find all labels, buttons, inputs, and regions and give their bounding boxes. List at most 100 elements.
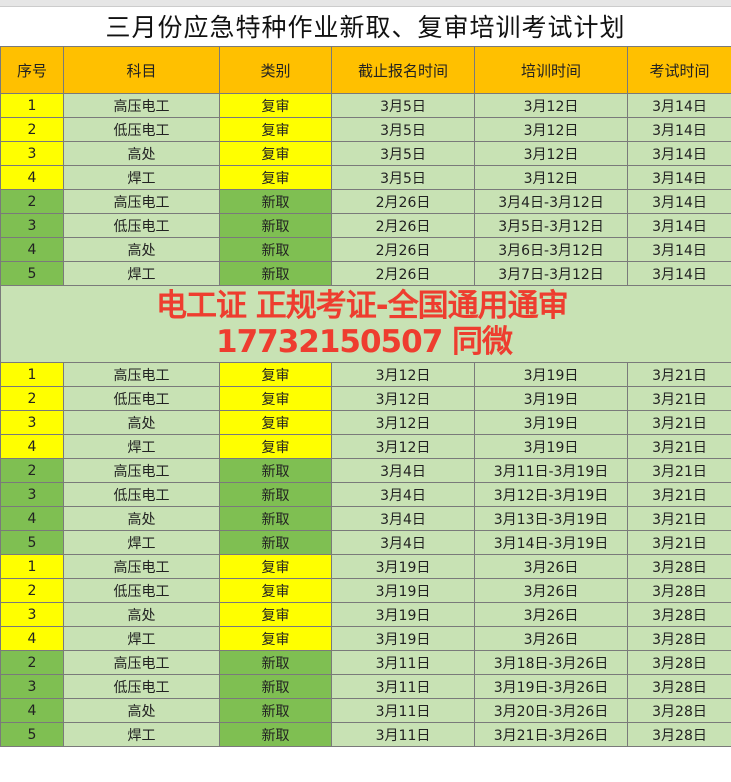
cell-seq[interactable]: 2 [0, 650, 64, 675]
cell-deadline[interactable]: 2月26日 [331, 189, 475, 214]
cell-exam[interactable]: 3月21日 [627, 434, 731, 459]
cell-exam[interactable]: 3月21日 [627, 386, 731, 411]
cell-training[interactable]: 3月18日-3月26日 [474, 650, 628, 675]
cell-category[interactable]: 复审 [219, 362, 332, 387]
cell-training[interactable]: 3月11日-3月19日 [474, 458, 628, 483]
cell-seq[interactable]: 4 [0, 506, 64, 531]
cell-category[interactable]: 复审 [219, 554, 332, 579]
cell-category[interactable]: 复审 [219, 141, 332, 166]
cell-training[interactable]: 3月19日-3月26日 [474, 674, 628, 699]
cell-subject[interactable]: 低压电工 [63, 674, 220, 699]
cell-category[interactable]: 新取 [219, 261, 332, 286]
header-exam[interactable]: 考试时间 [627, 46, 731, 94]
cell-category[interactable]: 新取 [219, 213, 332, 238]
cell-category[interactable]: 复审 [219, 117, 332, 142]
cell-subject[interactable]: 焊工 [63, 261, 220, 286]
cell-training[interactable]: 3月12日 [474, 165, 628, 190]
cell-category[interactable]: 新取 [219, 458, 332, 483]
cell-category[interactable]: 新取 [219, 650, 332, 675]
cell-seq[interactable]: 4 [0, 626, 64, 651]
cell-seq[interactable]: 4 [0, 698, 64, 723]
cell-training[interactable]: 3月26日 [474, 626, 628, 651]
cell-exam[interactable]: 3月14日 [627, 237, 731, 262]
cell-subject[interactable]: 低压电工 [63, 213, 220, 238]
cell-subject[interactable]: 高处 [63, 410, 220, 435]
cell-category[interactable]: 复审 [219, 93, 332, 118]
cell-category[interactable]: 新取 [219, 722, 332, 747]
cell-seq[interactable]: 2 [0, 189, 64, 214]
cell-seq[interactable]: 4 [0, 237, 64, 262]
cell-category[interactable]: 复审 [219, 165, 332, 190]
cell-category[interactable]: 复审 [219, 578, 332, 603]
cell-training[interactable]: 3月26日 [474, 578, 628, 603]
cell-category[interactable]: 复审 [219, 434, 332, 459]
cell-category[interactable]: 新取 [219, 189, 332, 214]
cell-deadline[interactable]: 3月19日 [331, 578, 475, 603]
cell-exam[interactable]: 3月28日 [627, 650, 731, 675]
cell-training[interactable]: 3月20日-3月26日 [474, 698, 628, 723]
cell-training[interactable]: 3月19日 [474, 434, 628, 459]
cell-subject[interactable]: 高处 [63, 237, 220, 262]
cell-exam[interactable]: 3月21日 [627, 506, 731, 531]
cell-subject[interactable]: 焊工 [63, 530, 220, 555]
cell-seq[interactable]: 3 [0, 410, 64, 435]
cell-deadline[interactable]: 3月11日 [331, 674, 475, 699]
cell-subject[interactable]: 高压电工 [63, 93, 220, 118]
cell-exam[interactable]: 3月21日 [627, 362, 731, 387]
cell-exam[interactable]: 3月28日 [627, 722, 731, 747]
cell-exam[interactable]: 3月28日 [627, 674, 731, 699]
cell-training[interactable]: 3月21日-3月26日 [474, 722, 628, 747]
cell-category[interactable]: 复审 [219, 602, 332, 627]
cell-category[interactable]: 新取 [219, 482, 332, 507]
cell-category[interactable]: 新取 [219, 698, 332, 723]
header-training[interactable]: 培训时间 [474, 46, 628, 94]
cell-training[interactable]: 3月12日 [474, 93, 628, 118]
cell-deadline[interactable]: 3月4日 [331, 458, 475, 483]
cell-seq[interactable]: 2 [0, 458, 64, 483]
cell-seq[interactable]: 4 [0, 165, 64, 190]
cell-deadline[interactable]: 3月4日 [331, 506, 475, 531]
cell-deadline[interactable]: 3月4日 [331, 482, 475, 507]
cell-training[interactable]: 3月14日-3月19日 [474, 530, 628, 555]
cell-seq[interactable]: 1 [0, 554, 64, 579]
cell-seq[interactable]: 2 [0, 578, 64, 603]
cell-training[interactable]: 3月19日 [474, 386, 628, 411]
cell-seq[interactable]: 4 [0, 434, 64, 459]
cell-subject[interactable]: 高处 [63, 141, 220, 166]
cell-deadline[interactable]: 3月5日 [331, 141, 475, 166]
cell-exam[interactable]: 3月21日 [627, 482, 731, 507]
cell-subject[interactable]: 焊工 [63, 165, 220, 190]
cell-category[interactable]: 复审 [219, 386, 332, 411]
cell-subject[interactable]: 低压电工 [63, 117, 220, 142]
cell-subject[interactable]: 低压电工 [63, 386, 220, 411]
cell-training[interactable]: 3月26日 [474, 554, 628, 579]
cell-subject[interactable]: 焊工 [63, 626, 220, 651]
cell-seq[interactable]: 2 [0, 117, 64, 142]
cell-exam[interactable]: 3月14日 [627, 141, 731, 166]
cell-exam[interactable]: 3月14日 [627, 117, 731, 142]
cell-training[interactable]: 3月12日-3月19日 [474, 482, 628, 507]
cell-deadline[interactable]: 3月19日 [331, 626, 475, 651]
cell-exam[interactable]: 3月28日 [627, 626, 731, 651]
cell-exam[interactable]: 3月28日 [627, 602, 731, 627]
cell-seq[interactable]: 3 [0, 141, 64, 166]
cell-subject[interactable]: 焊工 [63, 434, 220, 459]
cell-seq[interactable]: 1 [0, 362, 64, 387]
cell-exam[interactable]: 3月14日 [627, 261, 731, 286]
cell-seq[interactable]: 3 [0, 482, 64, 507]
cell-subject[interactable]: 高处 [63, 698, 220, 723]
cell-category[interactable]: 新取 [219, 674, 332, 699]
cell-subject[interactable]: 高压电工 [63, 554, 220, 579]
header-seq[interactable]: 序号 [0, 46, 64, 94]
cell-subject[interactable]: 高压电工 [63, 362, 220, 387]
cell-exam[interactable]: 3月21日 [627, 458, 731, 483]
cell-deadline[interactable]: 3月11日 [331, 722, 475, 747]
cell-subject[interactable]: 高处 [63, 506, 220, 531]
cell-seq[interactable]: 5 [0, 261, 64, 286]
cell-subject[interactable]: 低压电工 [63, 482, 220, 507]
cell-exam[interactable]: 3月14日 [627, 213, 731, 238]
cell-subject[interactable]: 高压电工 [63, 458, 220, 483]
cell-deadline[interactable]: 3月5日 [331, 93, 475, 118]
cell-deadline[interactable]: 3月5日 [331, 165, 475, 190]
cell-subject[interactable]: 高处 [63, 602, 220, 627]
